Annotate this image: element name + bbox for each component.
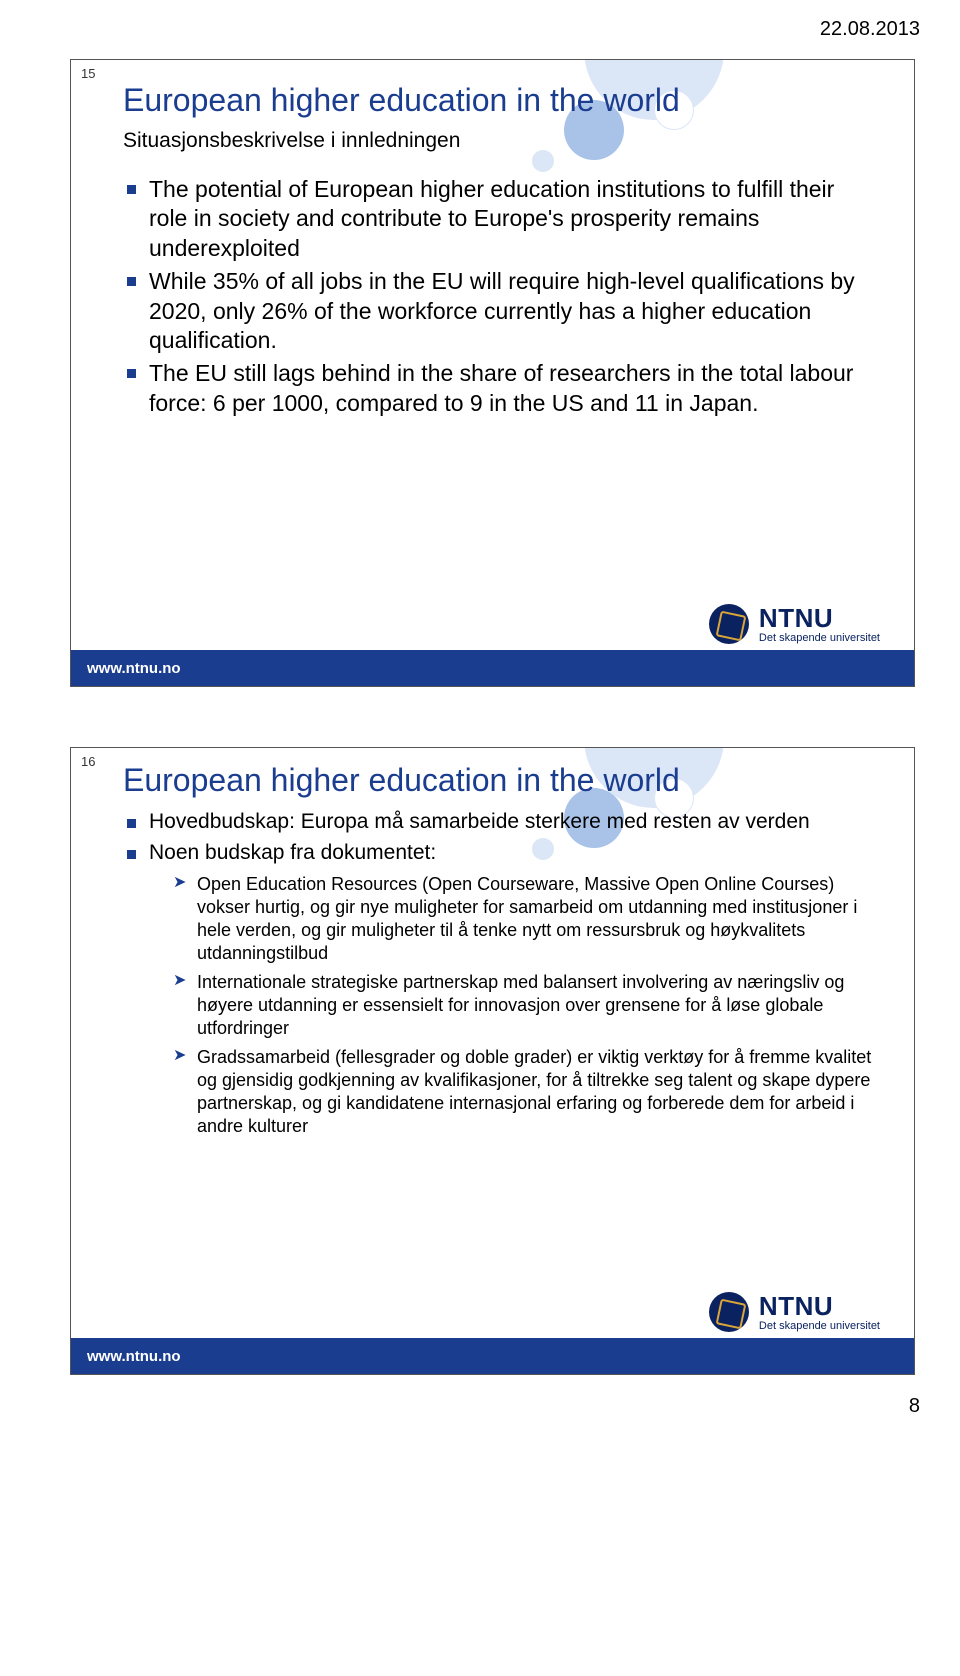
slide-container-1: 15 European higher education in the worl…: [0, 49, 960, 697]
ntnu-shield-icon: [709, 604, 749, 644]
sub-bullet-item: Gradssamarbeid (fellesgrader og doble gr…: [171, 1046, 874, 1138]
ntnu-shield-icon: [709, 1292, 749, 1332]
slide-title: European higher education in the world: [123, 762, 874, 799]
ntnu-logo: NTNU Det skapende universitet: [709, 1292, 880, 1332]
bullet-item: The EU still lags behind in the share of…: [123, 359, 874, 418]
logo-text-main: NTNU: [759, 1293, 880, 1319]
bullet-item: The potential of European higher educati…: [123, 175, 874, 263]
sub-bullet-list: Open Education Resources (Open Coursewar…: [149, 873, 874, 1138]
slide-title: European higher education in the world: [123, 82, 874, 119]
bullet-item: Hovedbudskap: Europa må samarbeide sterk…: [123, 809, 874, 836]
bullet-item: Noen budskap fra dokumentet:Open Educati…: [123, 840, 874, 1138]
page-number: 8: [0, 1385, 960, 1448]
slide-footer: www.ntnu.no: [71, 650, 914, 686]
footer-url: www.ntnu.no: [87, 1348, 181, 1365]
bullet-list: The potential of European higher educati…: [123, 175, 874, 419]
logo-text-main: NTNU: [759, 605, 880, 631]
slide-1: 15 European higher education in the worl…: [70, 59, 915, 687]
sub-bullet-item: Internationale strategiske partnerskap m…: [171, 971, 874, 1040]
bullet-list: Hovedbudskap: Europa må samarbeide sterk…: [123, 809, 874, 1138]
slide-2: 16 European higher education in the worl…: [70, 747, 915, 1375]
slide-footer: www.ntnu.no: [71, 1338, 914, 1374]
bullet-item: While 35% of all jobs in the EU will req…: [123, 267, 874, 355]
ntnu-logo: NTNU Det skapende universitet: [709, 604, 880, 644]
sub-bullet-item: Open Education Resources (Open Coursewar…: [171, 873, 874, 965]
logo-text-sub: Det skapende universitet: [759, 1321, 880, 1332]
slide-container-2: 16 European higher education in the worl…: [0, 737, 960, 1385]
logo-text-sub: Det skapende universitet: [759, 633, 880, 644]
footer-url: www.ntnu.no: [87, 660, 181, 677]
slide-subtitle: Situasjonsbeskrivelse i innledningen: [123, 129, 874, 153]
page-date: 22.08.2013: [0, 0, 960, 49]
